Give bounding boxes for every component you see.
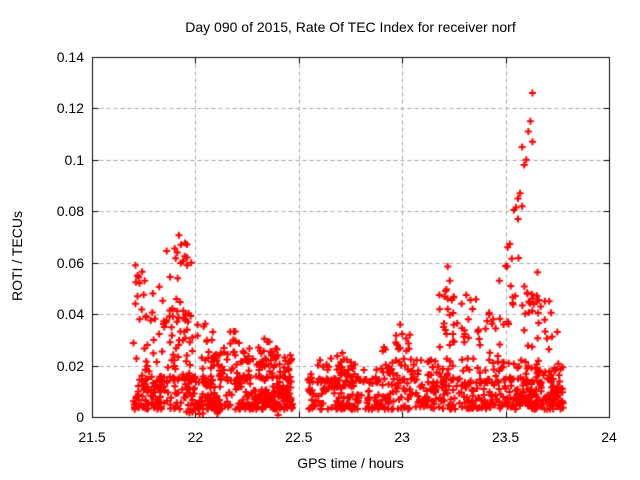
y-tick-label: 0 — [76, 409, 84, 425]
y-tick-label: 0.14 — [56, 49, 84, 65]
y-tick-label: 0.02 — [56, 357, 84, 374]
x-tick-label: 24 — [601, 429, 617, 445]
x-tick-label: 21.5 — [78, 429, 106, 445]
y-tick-label: 0.06 — [56, 254, 84, 271]
y-tick-label: 0.12 — [56, 100, 84, 117]
x-tick-label: 23.5 — [491, 429, 520, 445]
x-tick-label: 22.5 — [285, 429, 313, 445]
y-tick-label: 0.1 — [64, 151, 84, 168]
x-tick-label: 23 — [394, 429, 410, 445]
x-axis-label: GPS time / hours — [297, 455, 404, 471]
y-tick-label: 0.04 — [56, 306, 84, 323]
y-tick-label: 0.08 — [56, 203, 84, 220]
x-tick-label: 22 — [187, 429, 204, 445]
chart-title: Day 090 of 2015, Rate Of TEC Index for r… — [185, 19, 516, 35]
